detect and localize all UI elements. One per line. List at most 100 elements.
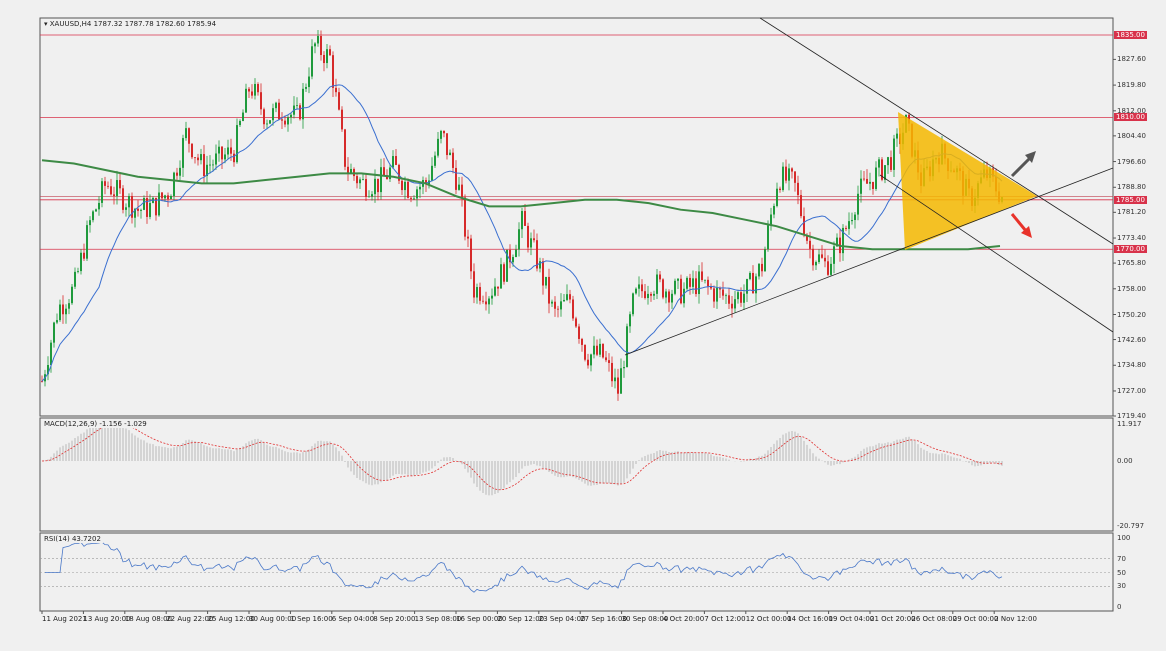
candle-body <box>197 157 199 161</box>
candle-body <box>695 278 697 295</box>
candle-body <box>842 227 844 254</box>
candle-body <box>542 261 544 286</box>
candle-body <box>419 186 421 190</box>
arrow-up-icon <box>1010 156 1032 178</box>
candle-body <box>131 196 133 218</box>
time-tick-label: 27 Sep 16:00 <box>580 615 627 623</box>
candle-body <box>248 88 250 92</box>
candle-body <box>236 125 238 163</box>
candle-body <box>710 286 712 289</box>
candle-body <box>356 176 358 184</box>
candle-body <box>404 181 406 191</box>
candle-body <box>623 367 625 369</box>
time-tick-label: 13 Sep 08:00 <box>414 615 462 623</box>
candle-body <box>218 146 220 154</box>
time-tick-label: 29 Oct 00:00 <box>952 615 999 623</box>
candle-body <box>41 381 43 382</box>
candle-body <box>614 377 616 382</box>
candle-body <box>251 91 253 96</box>
macd-panel <box>39 417 1114 532</box>
candle-body <box>494 286 496 296</box>
candle-body <box>209 164 211 166</box>
arrow-down-icon <box>1010 213 1028 232</box>
candle-body <box>575 318 577 327</box>
candle-body <box>245 88 247 113</box>
rsi-axis-label: 0 <box>1117 603 1122 611</box>
candle-body <box>407 181 409 198</box>
candle-body <box>881 159 883 180</box>
candle-body <box>668 291 670 303</box>
candle-body <box>89 220 91 226</box>
candle-body <box>272 108 274 121</box>
candle-body <box>290 114 292 118</box>
candle-body <box>500 264 502 289</box>
candle-body <box>296 105 298 107</box>
candle-body <box>497 286 499 289</box>
candle-body <box>770 214 772 226</box>
ma-slow-line <box>41 159 1001 251</box>
time-tick-label: 30 Sep 08:00 <box>621 615 669 623</box>
candle-body <box>278 102 280 120</box>
candle-body <box>740 292 742 303</box>
candle-body <box>629 314 631 327</box>
candle-body <box>371 194 373 197</box>
candle-body <box>446 133 448 156</box>
price-tick-label: 1727.00 <box>1117 386 1146 395</box>
candle-body <box>107 185 109 187</box>
candle-body <box>701 271 703 281</box>
candle-body <box>59 304 61 321</box>
price-tick-label: 1734.80 <box>1117 361 1146 370</box>
candle-body <box>653 293 655 296</box>
candle-body <box>662 279 664 298</box>
candle-body <box>455 167 457 190</box>
candle-body <box>368 196 370 198</box>
candle-body <box>257 83 259 93</box>
candle-body <box>200 154 202 161</box>
symbol-info: ▾ XAUUSD,H4 1787.32 1787.78 1782.60 1785… <box>42 20 219 28</box>
candle-body <box>503 264 505 282</box>
candle-body <box>377 178 379 193</box>
candle-body <box>461 184 463 198</box>
candle-body <box>719 287 721 290</box>
candle-body <box>77 271 79 272</box>
candle-body <box>212 164 214 166</box>
candle-body <box>803 216 805 236</box>
candle-body <box>143 198 145 210</box>
candle-body <box>137 208 139 211</box>
candle-body <box>350 168 352 173</box>
candle-body <box>845 227 847 229</box>
candle-body <box>215 153 217 165</box>
candle-body <box>599 343 601 355</box>
candle-body <box>260 92 262 110</box>
time-tick-label: 25 Aug 12:00 <box>207 615 255 623</box>
candle-body <box>185 128 187 139</box>
level-price-label: 1770.00 <box>1114 245 1147 254</box>
triangle-pattern <box>898 112 1037 250</box>
candle-body <box>734 299 736 309</box>
candle-body <box>119 180 121 189</box>
time-tick-label: 16 Sep 00:00 <box>456 615 503 623</box>
candle-body <box>56 320 58 323</box>
candle-body <box>320 36 322 55</box>
candle-body <box>182 138 184 168</box>
candle-body <box>227 147 229 155</box>
candle-body <box>458 184 460 190</box>
candle-body <box>464 197 466 237</box>
candle-body <box>767 225 769 250</box>
macd-axis-label: 0.00 <box>1117 457 1133 465</box>
candle-body <box>284 120 286 125</box>
candle-body <box>557 308 559 310</box>
candle-body <box>74 271 76 287</box>
candle-body <box>410 197 412 199</box>
candle-body <box>146 198 148 217</box>
candle-body <box>431 165 433 181</box>
candle-body <box>62 304 64 315</box>
time-tick-label: 21 Oct 20:00 <box>870 615 916 623</box>
price-tick-label: 1758.00 <box>1117 284 1146 293</box>
dropdown-arrow-icon[interactable]: ▾ <box>44 20 48 28</box>
candle-body <box>176 172 178 176</box>
candle-body <box>779 188 781 191</box>
candle-body <box>764 249 766 272</box>
candle-body <box>134 208 136 218</box>
